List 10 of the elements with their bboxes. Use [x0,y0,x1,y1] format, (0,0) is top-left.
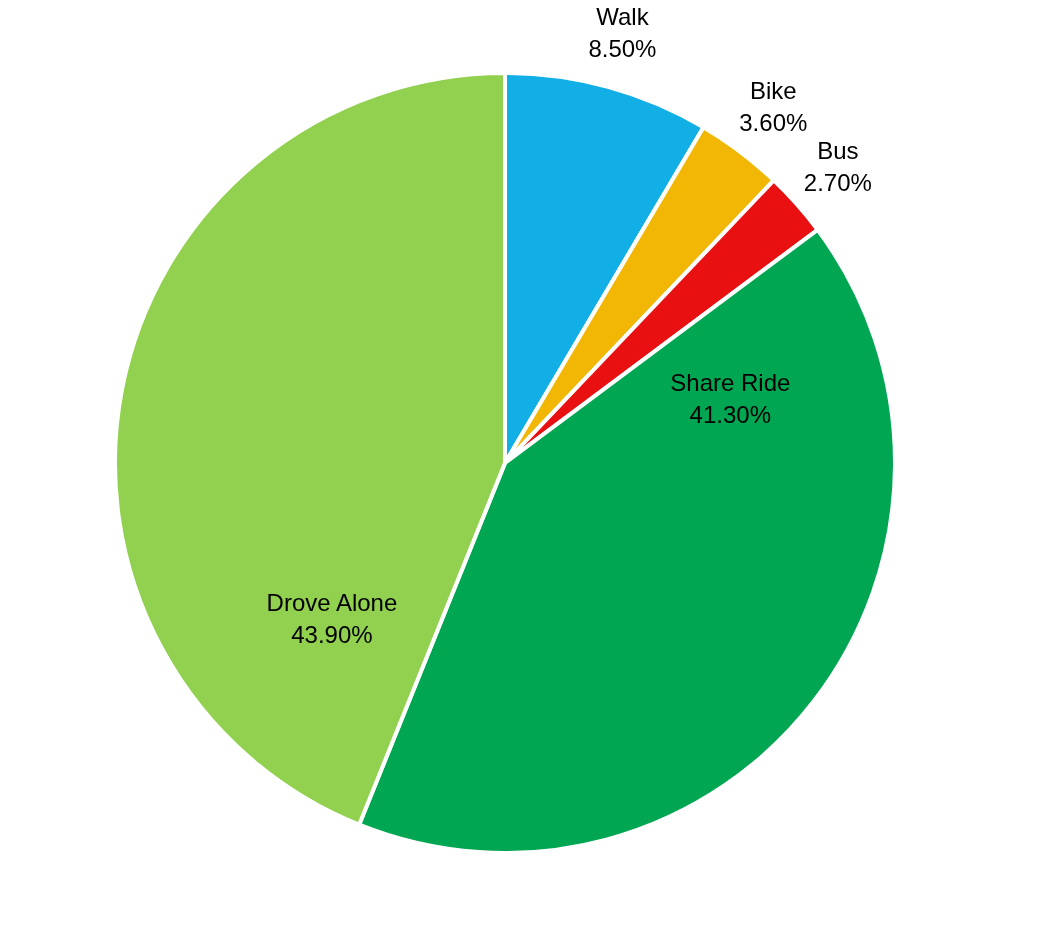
slice-label: Bus [817,136,859,164]
data-label: 3.60% [739,108,808,136]
data-label: 8.50% [588,34,657,62]
slice-label: Bike [749,76,797,104]
data-label: 2.70% [803,168,872,196]
slice-label: Walk [596,2,650,30]
data-label: 43.90% [291,621,373,649]
data-label: 41.30% [689,400,772,428]
slice-label: Drove Alone [266,589,398,617]
slice-label: Share Ride [670,368,791,396]
